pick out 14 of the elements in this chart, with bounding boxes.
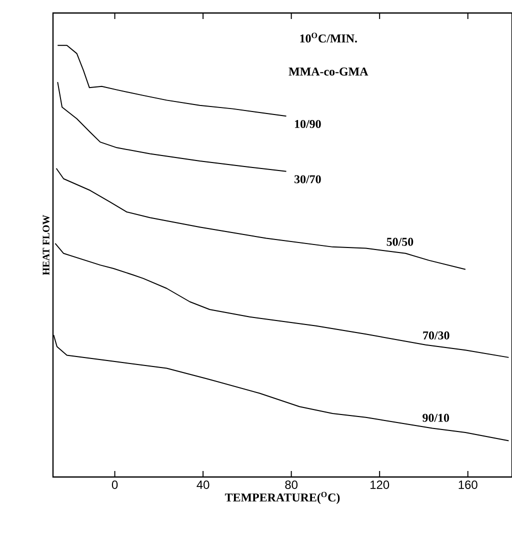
series-label: 90/10 [422,414,450,422]
x-axis-title: TEMPERATURE($^{O}$C) [224,492,340,504]
x-tick-label: 120 [370,480,390,489]
x-tick-label: 0 [112,480,118,489]
y-axis-title: HEAT FLOW [42,214,50,276]
series-label: 70/30 [423,331,450,340]
x-tick-label: 80 [285,480,298,489]
annotation: MMA-co-GMA [288,68,368,76]
series-label: 30/70 [294,175,321,184]
series-label: 10/90 [295,120,321,128]
x-tick-label: 160 [458,480,478,489]
x-tick-label: 40 [196,480,210,489]
text: 10$^{O}$C/MIN. [300,32,357,43]
series-label: 50/50 [386,238,414,246]
